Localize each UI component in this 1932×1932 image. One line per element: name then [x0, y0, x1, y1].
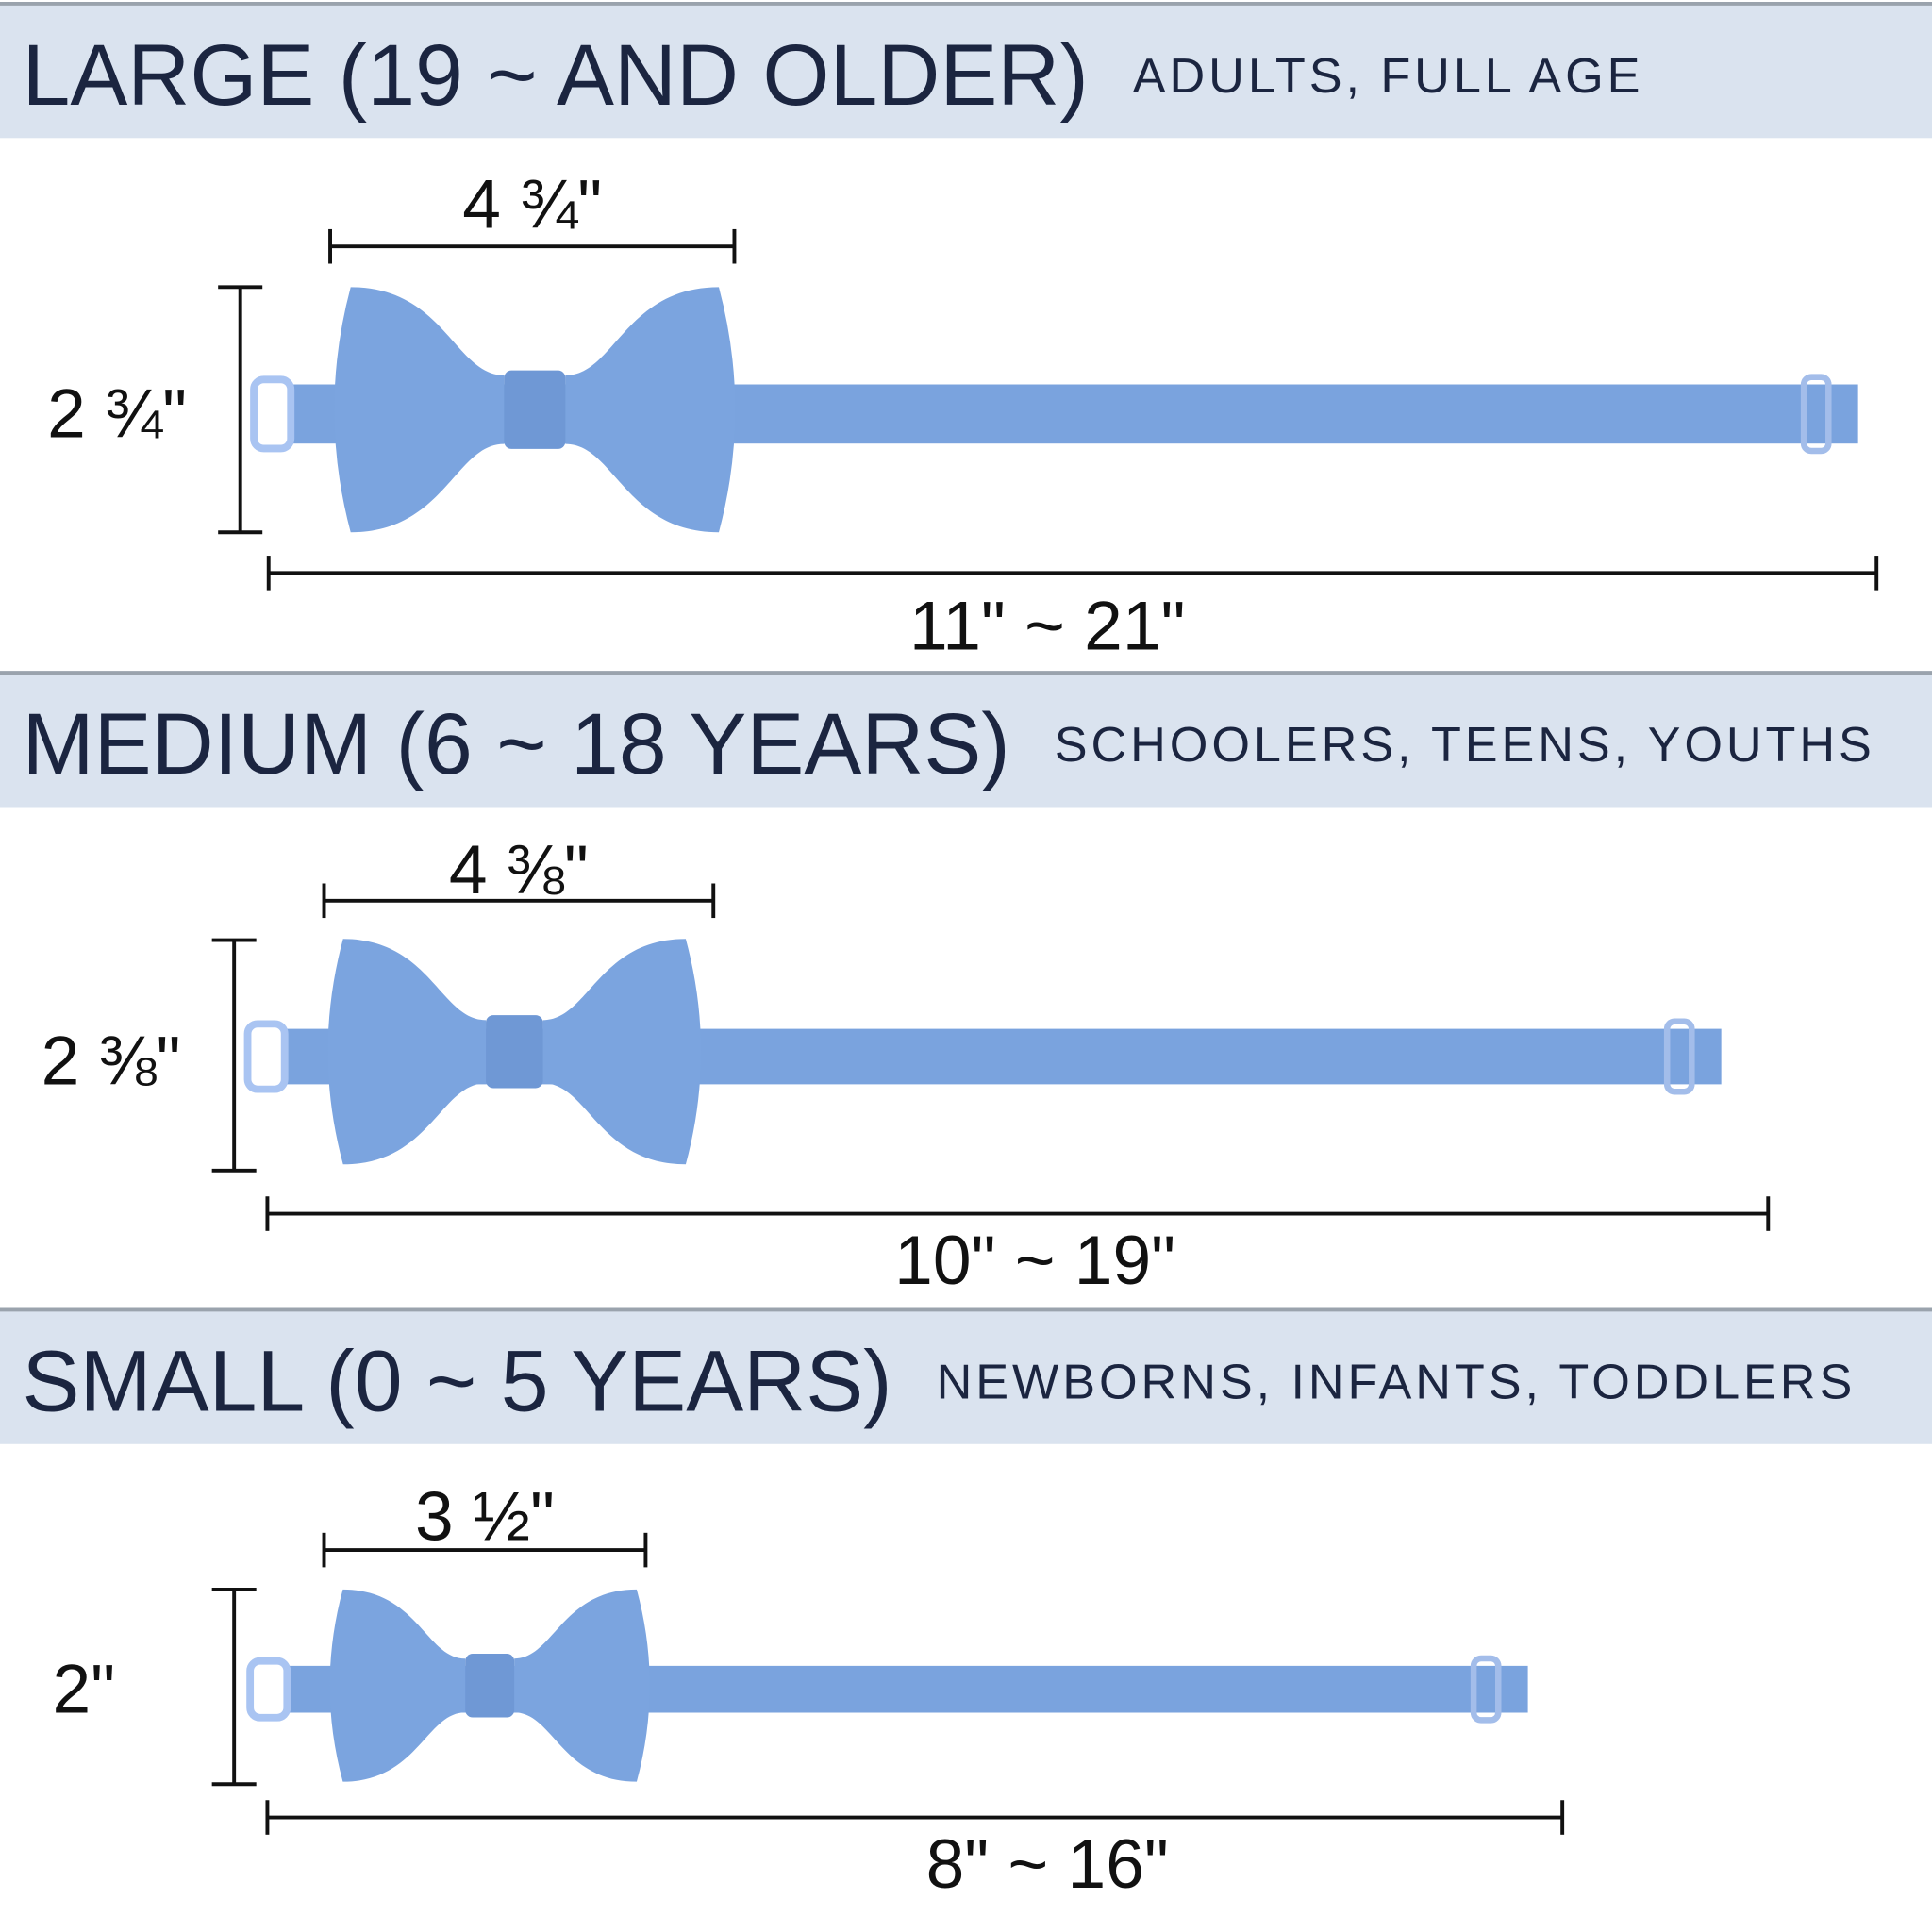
length-label: 11" ~ 21"	[909, 588, 1186, 664]
section-subtitle: ADULTS, FULL AGE	[1133, 49, 1644, 104]
length-label: 10" ~ 19"	[894, 1223, 1175, 1299]
clip	[246, 1657, 291, 1722]
section-title: LARGE (19 ~ AND OLDER)	[23, 27, 1089, 124]
width-label: 4 ¾"	[462, 167, 602, 243]
height-label: 2 ¾"	[47, 376, 187, 453]
bow-wing	[327, 939, 487, 1165]
bow-wing	[334, 287, 505, 533]
slider	[1470, 1655, 1502, 1724]
bow-wing	[329, 1589, 466, 1782]
bow-knot	[504, 370, 566, 449]
section-subtitle: SCHOOLERS, TEENS, YOUTHS	[1055, 718, 1875, 773]
bow-wing	[542, 939, 702, 1165]
section-title: SMALL (0 ~ 5 YEARS)	[23, 1334, 892, 1430]
clip	[243, 1020, 289, 1093]
bow-wing	[514, 1589, 650, 1782]
header-band	[0, 673, 1932, 808]
height-label: 2 ⅜"	[42, 1023, 181, 1099]
slider	[1800, 374, 1832, 455]
height-label: 2"	[52, 1652, 115, 1728]
slider	[1663, 1018, 1695, 1095]
section-title: MEDIUM (6 ~ 18 YEARS)	[23, 696, 1010, 792]
bow-wing	[565, 287, 736, 533]
length-label: 8" ~ 16"	[926, 1826, 1169, 1903]
bow-knot	[465, 1654, 515, 1718]
width-label: 3 ½"	[415, 1479, 555, 1556]
header-band	[0, 1309, 1932, 1444]
section-subtitle: NEWBORNS, INFANTS, TODDLERS	[937, 1355, 1857, 1409]
header-band	[0, 3, 1932, 139]
width-label: 4 ⅜"	[449, 832, 589, 908]
clip	[250, 375, 295, 453]
bow-knot	[486, 1015, 543, 1089]
